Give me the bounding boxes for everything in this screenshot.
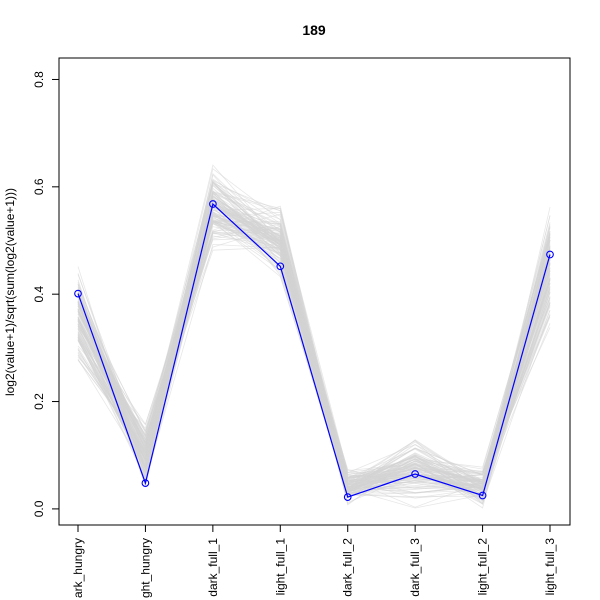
- x-tick-label: light_full_2: [476, 538, 490, 596]
- highlight-point: [546, 250, 554, 259]
- x-tick-label: light_full_3: [543, 538, 557, 596]
- y-axis-label: log2(value+1)/sqrt(sum(log2(value+1))): [3, 188, 17, 396]
- background-series-line: [77, 220, 551, 494]
- y-tick-label: 0.0: [32, 500, 46, 517]
- x-tick-label: ark_hungry: [71, 538, 85, 598]
- highlight-point: [141, 479, 150, 487]
- background-series-line: [77, 215, 551, 493]
- background-series-line: [77, 207, 551, 489]
- x-tick-label: dark_full_3: [408, 538, 422, 597]
- highlight-point: [74, 289, 82, 298]
- highlight-point: [411, 470, 419, 478]
- background-series-group: [77, 164, 551, 509]
- highlight-point: [276, 262, 285, 271]
- background-series-line: [77, 214, 551, 487]
- x-tick-label: ght_hungry: [138, 538, 152, 598]
- highlight-point: [209, 200, 217, 208]
- background-series-line: [77, 222, 551, 489]
- x-tick-label: dark_full_2: [341, 538, 355, 597]
- highlight-series-line: [77, 202, 551, 498]
- x-tick-label: dark_full_1: [206, 538, 220, 597]
- x-tick-labels: ark_hungry ght_hungry dark_full_1 light_ful…: [71, 538, 557, 598]
- y-tick-label: 0.4: [32, 286, 46, 303]
- chart-title: 189: [302, 22, 326, 38]
- x-tick-label: light_full_1: [273, 538, 287, 596]
- y-tick-label: 0.8: [32, 71, 46, 88]
- highlight-point: [478, 491, 487, 500]
- background-series-line: [77, 184, 551, 482]
- y-tick-label: 0.6: [32, 178, 46, 195]
- x-axis: ark_hungry ght_hungry dark_full_1 light_ful…: [71, 525, 557, 598]
- highlight-series-group: [74, 200, 554, 501]
- plot-frame: [58, 57, 571, 526]
- y-tick-label: 0.2: [32, 393, 46, 410]
- highlight-point: [343, 493, 352, 501]
- y-axis: 0.0 0.2 0.4 0.6 0.8: [32, 71, 59, 517]
